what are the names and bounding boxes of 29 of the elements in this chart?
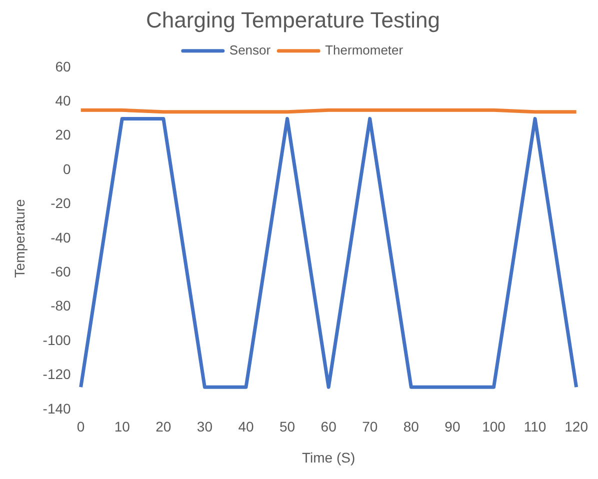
x-tick-label: 10 (114, 418, 130, 435)
y-tick-label: -120 (42, 366, 72, 382)
x-tick-label: 120 (564, 418, 588, 435)
y-tick-label: 60 (55, 58, 72, 74)
x-tick-label: 90 (444, 418, 460, 435)
legend-label: Thermometer (325, 42, 404, 58)
y-tick-label: -20 (50, 195, 72, 212)
y-tick-label: -80 (50, 298, 72, 314)
x-tick-label: 50 (279, 418, 296, 435)
y-tick-label: 0 (63, 160, 72, 177)
x-tick-label: 30 (196, 418, 213, 435)
chart-title: Charging Temperature Testing (146, 7, 440, 32)
x-tick-label: 110 (524, 418, 546, 435)
y-tick-label: -60 (50, 263, 72, 280)
x-tick-label: 60 (320, 418, 337, 435)
y-tick-label: -100 (42, 332, 72, 348)
x-tick-label: 70 (362, 418, 378, 435)
y-tick-label: -40 (50, 229, 72, 246)
y-axis-title: Temperature (11, 198, 28, 278)
x-tick-label: 20 (156, 418, 172, 435)
y-tick-label: 20 (55, 126, 72, 143)
y-tick-label: -140 (42, 400, 72, 416)
x-tick-label: 0 (76, 418, 85, 435)
x-tick-label: 80 (403, 418, 420, 435)
legend-label: Sensor (229, 42, 272, 58)
x-axis-title: Time (S) (302, 449, 356, 466)
x-tick-label: 100 (482, 418, 506, 435)
x-tick-label: 40 (238, 418, 254, 435)
y-tick-label: 40 (55, 92, 72, 108)
